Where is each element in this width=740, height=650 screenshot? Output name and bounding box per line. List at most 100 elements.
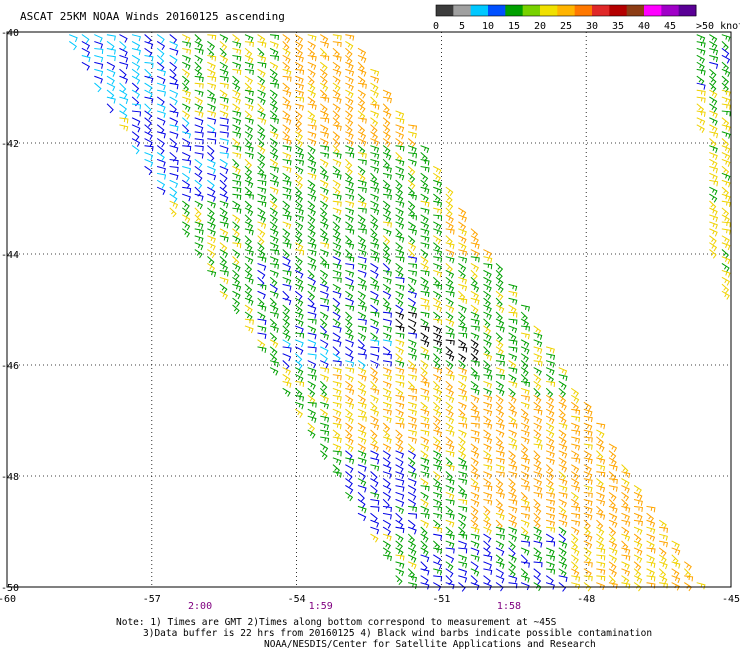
wind-barb bbox=[232, 263, 241, 272]
wind-barb bbox=[445, 186, 454, 197]
wind-barb bbox=[433, 186, 442, 195]
wind-barb bbox=[583, 478, 593, 485]
wind-barb bbox=[558, 561, 568, 570]
wind-barb bbox=[508, 485, 517, 495]
wind-barb bbox=[169, 41, 179, 50]
wind-barb bbox=[407, 478, 417, 487]
wind-barb bbox=[483, 519, 492, 529]
wind-barb bbox=[257, 332, 267, 339]
wind-barb bbox=[583, 464, 592, 473]
wind-barb bbox=[508, 394, 517, 404]
wind-barb bbox=[307, 207, 316, 217]
wind-barb bbox=[144, 61, 154, 68]
wind-barb bbox=[571, 422, 580, 431]
wind-barb bbox=[207, 256, 215, 266]
wind-barb bbox=[370, 512, 378, 523]
wind-barb bbox=[520, 318, 529, 328]
wind-barb bbox=[721, 283, 730, 294]
wind-barb bbox=[583, 540, 593, 549]
wind-barb bbox=[571, 408, 581, 416]
wind-barb bbox=[182, 179, 191, 189]
wind-barb bbox=[533, 540, 543, 548]
wind-barb bbox=[156, 158, 166, 167]
wind-barb bbox=[357, 145, 366, 155]
wind-barb bbox=[244, 34, 254, 43]
wind-barb bbox=[608, 498, 616, 509]
wind-barb bbox=[357, 360, 366, 370]
wind-barb bbox=[433, 228, 442, 237]
wind-barb bbox=[307, 117, 317, 126]
wind-barb bbox=[420, 533, 429, 543]
wind-barb bbox=[382, 145, 391, 155]
wind-barb bbox=[207, 263, 216, 273]
wind-barb bbox=[508, 304, 517, 314]
wind-barb bbox=[445, 561, 454, 571]
wind-barb bbox=[294, 235, 303, 245]
wind-barb bbox=[232, 186, 242, 194]
wind-barb bbox=[407, 554, 417, 563]
wind-barb bbox=[583, 485, 593, 493]
wind-barb bbox=[332, 96, 342, 104]
wind-barb bbox=[282, 47, 291, 57]
wind-barb bbox=[433, 339, 442, 347]
wind-barb bbox=[307, 304, 317, 313]
wind-barb bbox=[295, 159, 305, 166]
wind-barb bbox=[307, 332, 317, 340]
wind-barb bbox=[407, 304, 417, 313]
wind-barb bbox=[432, 193, 441, 204]
wind-barb bbox=[282, 34, 291, 44]
wind-barb bbox=[445, 221, 454, 231]
wind-barb bbox=[483, 491, 493, 500]
wind-barb bbox=[621, 568, 631, 577]
wind-barb bbox=[508, 478, 516, 488]
wind-barb bbox=[495, 360, 505, 367]
wind-barb bbox=[433, 561, 442, 570]
wind-barb bbox=[407, 276, 417, 285]
wind-barb bbox=[370, 82, 379, 92]
wind-barb bbox=[709, 249, 717, 259]
wind-barb bbox=[332, 408, 342, 417]
wind-barb bbox=[182, 68, 190, 78]
wind-barb bbox=[357, 228, 367, 235]
wind-barb bbox=[169, 47, 179, 56]
wind-barb bbox=[106, 34, 116, 41]
wind-barb bbox=[332, 131, 341, 141]
legend-swatch bbox=[574, 5, 593, 16]
wind-barb bbox=[370, 290, 379, 300]
wind-barb bbox=[357, 485, 367, 493]
wind-barb bbox=[156, 82, 166, 91]
wind-barb bbox=[508, 380, 518, 389]
wind-barb bbox=[320, 346, 329, 355]
wind-barb bbox=[458, 540, 467, 549]
wind-barb bbox=[345, 207, 355, 216]
legend-swatch bbox=[540, 5, 558, 16]
wind-barb bbox=[269, 360, 279, 368]
wind-barb bbox=[520, 547, 530, 556]
wind-barb bbox=[307, 422, 315, 433]
wind-barb bbox=[470, 249, 480, 258]
wind-barb bbox=[282, 96, 291, 106]
wind-barb bbox=[232, 110, 242, 118]
wind-barb bbox=[570, 561, 579, 572]
wind-barb bbox=[332, 165, 341, 176]
wind-barb bbox=[357, 353, 367, 360]
wind-barb bbox=[445, 346, 454, 356]
wind-barb bbox=[520, 512, 531, 520]
wind-barb bbox=[232, 158, 240, 169]
wind-barb bbox=[269, 103, 278, 113]
wind-barb bbox=[533, 429, 542, 439]
wind-barb bbox=[182, 89, 191, 98]
wind-barb bbox=[357, 117, 367, 124]
wind-barb bbox=[282, 193, 292, 201]
wind-barb bbox=[571, 568, 580, 578]
wind-barb bbox=[382, 152, 392, 161]
wind-barb bbox=[558, 367, 568, 376]
wind-barb bbox=[407, 339, 417, 348]
wind-barb bbox=[395, 172, 405, 181]
wind-barb bbox=[307, 242, 317, 250]
wind-barb bbox=[232, 200, 241, 210]
wind-barb bbox=[169, 207, 177, 218]
wind-barb bbox=[583, 429, 593, 437]
wind-barb bbox=[608, 533, 616, 544]
wind-barb bbox=[721, 47, 730, 58]
